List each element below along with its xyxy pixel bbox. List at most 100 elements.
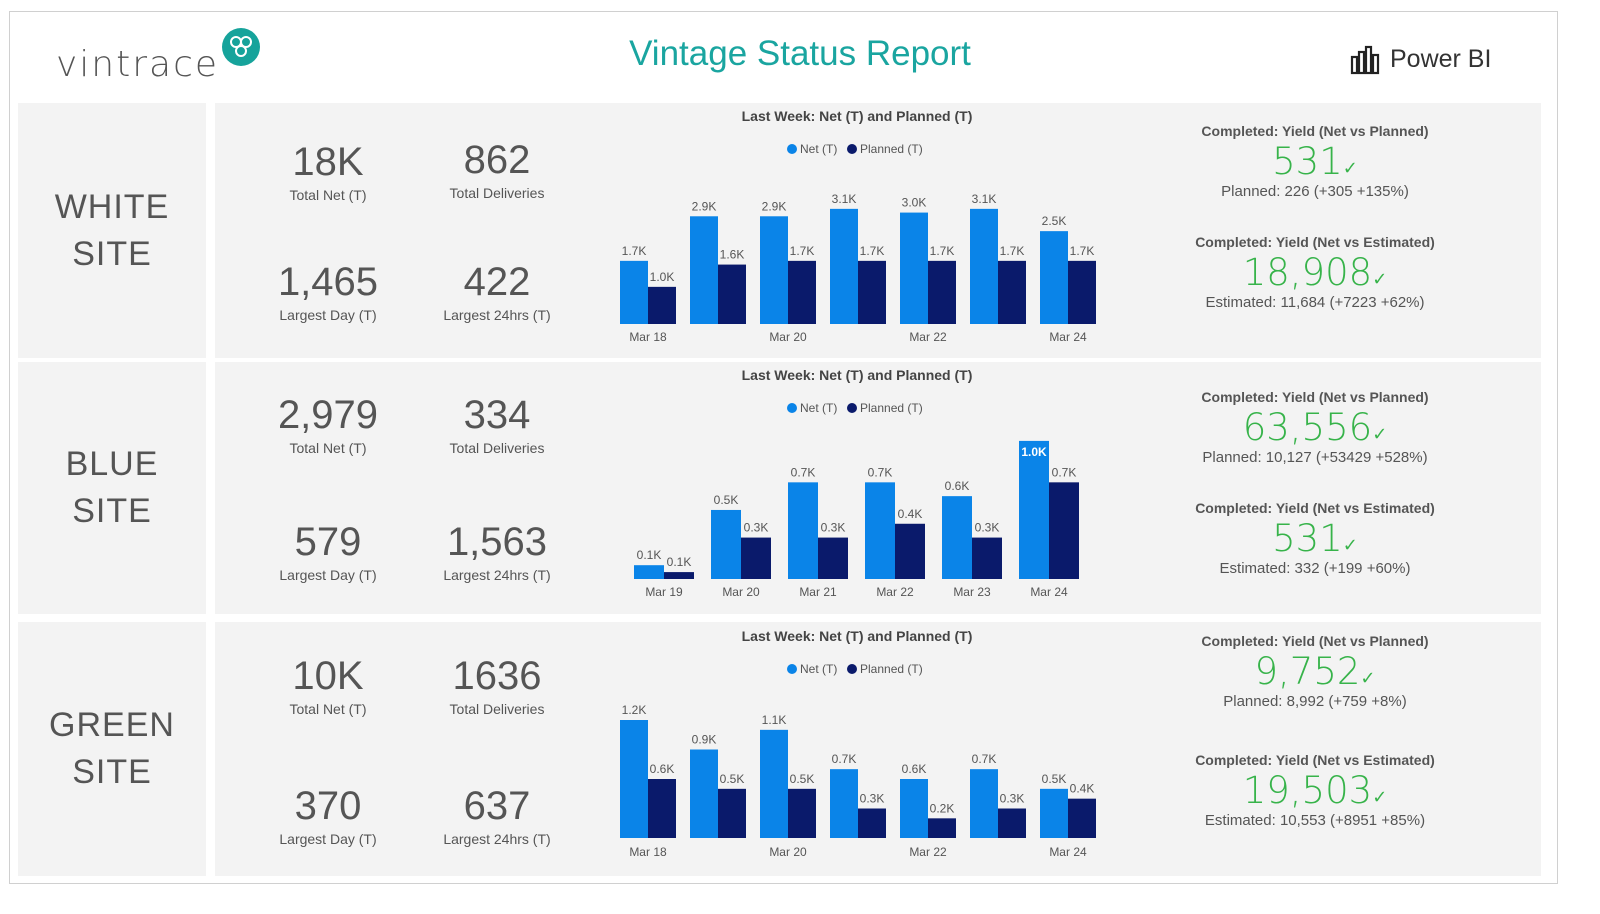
net-bar — [634, 565, 664, 579]
bar-chart-svg: Last Week: Net (T) and Planned (T) Net (T… — [634, 367, 1079, 599]
bar-data-label: 0.3K — [821, 521, 846, 535]
yield-title: Completed: Yield (Net vs Estimated) — [1195, 752, 1435, 768]
yield-subtext: Planned: 10,127 (+53429 +528%) — [1202, 449, 1428, 466]
yield-value: 63,556 — [1242, 406, 1373, 449]
site-panel-white: 18K Total Net (T) 862 Total Deliveries 1… — [215, 103, 1541, 358]
bar-data-label: 0.3K — [1000, 792, 1025, 806]
bar-data-label: 1.0K — [1021, 445, 1047, 459]
check-icon: ✓ — [1360, 668, 1376, 688]
net-bar — [970, 769, 998, 838]
net-bar — [788, 482, 818, 579]
kpi-total-net: 10K Total Net (T) — [228, 653, 428, 717]
planned-bar — [664, 572, 694, 579]
x-tick-label: Mar 24 — [1049, 330, 1087, 344]
x-tick-label: Mar 22 — [909, 845, 947, 859]
bar-data-label: 1.1K — [762, 713, 787, 727]
kpi-total-deliveries: 334 Total Deliveries — [397, 392, 597, 456]
yield-subtext: Estimated: 332 (+199 +60%) — [1219, 560, 1411, 577]
yield-net-vs-estimated: Completed: Yield (Net vs Estimated) 18,9… — [1170, 234, 1460, 311]
bar-data-label: 0.3K — [860, 792, 885, 806]
planned-bar — [895, 523, 925, 579]
net-planned-chart: Last Week: Net (T) and Planned (T) Net (T… — [595, 622, 1115, 877]
bar-data-label: 0.1K — [637, 548, 662, 562]
kpi-largest-24hrs: 422 Largest 24hrs (T) — [397, 259, 597, 323]
kpi-value: 1,465 — [277, 260, 379, 304]
check-icon: ✓ — [1372, 424, 1388, 444]
yield-title: Completed: Yield (Net vs Estimated) — [1195, 500, 1435, 516]
x-tick-label: Mar 23 — [953, 585, 991, 599]
kpi-value: 862 — [463, 138, 531, 182]
powerbi-icon — [1350, 45, 1380, 75]
site-name-green: GREEN SITE — [18, 622, 206, 876]
x-tick-label: Mar 21 — [799, 585, 837, 599]
bar-data-label: 1.2K — [622, 703, 647, 717]
site-name-line1: WHITE — [54, 187, 170, 226]
kpi-largest-day: 1,465 Largest Day (T) — [228, 259, 428, 323]
vintrace-logo: vintrace — [56, 28, 276, 90]
yield-net-vs-planned: Completed: Yield (Net vs Planned) 531✓ P… — [1170, 123, 1460, 200]
powerbi-label: Power BI — [1390, 45, 1492, 73]
bar-data-label: 0.5K — [790, 772, 815, 786]
bar-data-label: 1.7K — [860, 244, 885, 258]
bar-data-label: 0.3K — [744, 521, 769, 535]
yield-value: 19,503 — [1242, 769, 1373, 812]
check-icon: ✓ — [1372, 269, 1388, 289]
planned-bar — [928, 260, 956, 324]
bar-data-label: 2.5K — [1042, 214, 1067, 228]
kpi-label: Largest Day (T) — [279, 567, 377, 583]
planned-bar — [718, 788, 746, 838]
bar-data-label: 3.1K — [832, 192, 857, 206]
planned-bar — [648, 286, 676, 324]
yield-value: 531 — [1272, 517, 1343, 560]
planned-bar — [998, 808, 1026, 838]
net-bar — [830, 208, 858, 324]
planned-bar — [858, 260, 886, 324]
planned-bar — [788, 260, 816, 324]
kpi-label: Largest Day (T) — [279, 831, 377, 847]
bar-data-label: 1.6K — [720, 248, 745, 262]
x-tick-label: Mar 18 — [629, 845, 667, 859]
kpi-value: 10K — [292, 654, 364, 698]
legend-planned-marker — [847, 664, 857, 674]
net-bar — [620, 720, 648, 838]
legend-net-label: Net (T) — [800, 142, 837, 156]
kpi-label: Total Net (T) — [289, 701, 367, 717]
x-tick-label: Mar 20 — [769, 330, 807, 344]
chart-title: Last Week: Net (T) and Planned (T) — [742, 367, 973, 383]
page-title: Vintage Status Report — [629, 34, 971, 73]
bar-data-label: 0.7K — [868, 465, 893, 479]
net-bar — [760, 729, 788, 838]
planned-bar — [1049, 482, 1079, 579]
kpi-value: 370 — [294, 784, 362, 828]
site-name-line2: SITE — [72, 492, 152, 530]
bar-data-label: 0.9K — [692, 733, 717, 747]
net-bar — [1040, 788, 1068, 838]
bar-data-label: 0.6K — [650, 762, 675, 776]
bar-data-label: 0.4K — [898, 507, 923, 521]
kpi-label: Largest 24hrs (T) — [443, 831, 551, 847]
planned-bar — [998, 260, 1026, 324]
bar-data-label: 0.6K — [902, 762, 927, 776]
site-name-line1: GREEN — [49, 706, 175, 744]
kpi-value: 637 — [463, 784, 531, 828]
planned-bar — [648, 779, 676, 838]
site-name-white: WHITE SITE — [18, 103, 206, 358]
yield-value: 531 — [1272, 140, 1343, 183]
kpi-label: Largest 24hrs (T) — [443, 567, 551, 583]
bar-data-label: 0.5K — [1042, 772, 1067, 786]
yield-net-vs-planned: Completed: Yield (Net vs Planned) 9,752✓… — [1170, 633, 1460, 710]
net-bar — [865, 482, 895, 579]
check-icon: ✓ — [1372, 787, 1388, 807]
planned-bar — [718, 264, 746, 324]
net-bar — [760, 216, 788, 324]
legend-net-marker — [787, 664, 797, 674]
bar-data-label: 0.5K — [714, 493, 739, 507]
kpi-total-net: 18K Total Net (T) — [228, 139, 428, 203]
chart-title: Last Week: Net (T) and Planned (T) — [742, 108, 973, 124]
bar-data-label: 0.7K — [832, 752, 857, 766]
kpi-value: 1,563 — [446, 520, 548, 564]
legend-planned-label: Planned (T) — [860, 401, 923, 415]
planned-bar — [928, 818, 956, 838]
legend-net-label: Net (T) — [800, 662, 837, 676]
bar-data-label: 1.0K — [650, 270, 675, 284]
